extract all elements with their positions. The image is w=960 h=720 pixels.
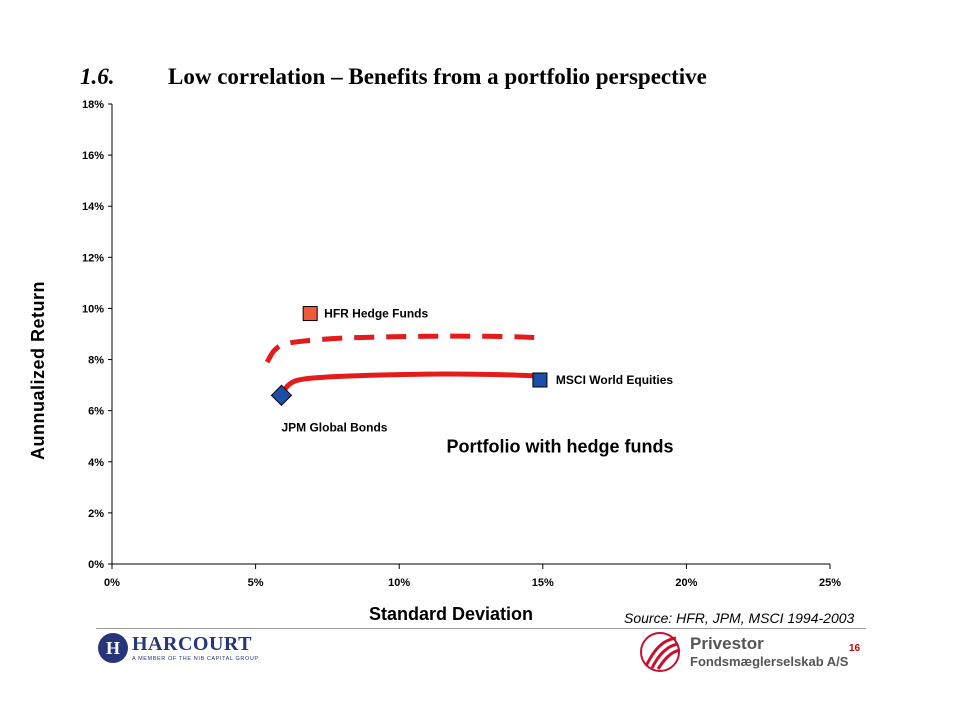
privestor-subtitle: Fondsmæglerselskab A/S [690, 654, 849, 669]
slide-title-text: Low correlation – Benefits from a portfo… [168, 64, 707, 89]
y-tick-label: 2% [88, 508, 104, 520]
hfr-hedge-funds-label: HFR Hedge Funds [324, 307, 428, 321]
source-note: Source: HFR, JPM, MSCI 1994-2003 [624, 610, 855, 626]
y-tick-label: 4% [88, 457, 104, 469]
hfr-hedge-funds-marker [302, 306, 318, 322]
harcourt-mark-icon: H [98, 633, 128, 663]
y-tick-label: 12% [82, 252, 104, 264]
y-tick-label: 18% [82, 99, 104, 111]
msci-world-equities-marker [532, 372, 548, 388]
y-axis-label: Aunnualized Return [28, 281, 48, 460]
privestor-name: Privestor [690, 634, 764, 653]
privestor-logo: Privestor Fondsmæglerselskab A/S [636, 630, 866, 674]
slide-title: 1.6. Low correlation – Benefits from a po… [80, 64, 900, 90]
page-number: 16 [849, 643, 861, 654]
privestor-emblem-icon [640, 632, 681, 672]
y-tick-label: 10% [82, 303, 104, 315]
x-tick-label: 5% [248, 577, 264, 589]
x-tick-label: 10% [388, 577, 410, 589]
x-tick-label: 15% [532, 577, 554, 589]
harcourt-name: HARCOURT [132, 633, 252, 655]
y-tick-label: 0% [88, 559, 104, 571]
jpm-global-bonds-label: JPM Global Bonds [281, 420, 387, 434]
x-axis-label: Standard Deviation [369, 604, 534, 624]
harcourt-tagline: A MEMBER OF THE NIB CAPITAL GROUP [132, 656, 259, 662]
frontier-without-hedge-funds-curve [279, 371, 541, 397]
footer-divider [96, 628, 866, 629]
y-tick-label: 6% [88, 406, 104, 418]
x-tick-label: 25% [819, 577, 841, 589]
x-tick-label: 0% [104, 577, 120, 589]
harcourt-logo: H HARCOURT A MEMBER OF THE NIB CAPITAL G… [98, 633, 258, 665]
x-tick-label: 20% [675, 577, 697, 589]
jpm-global-bonds-marker [270, 384, 293, 407]
y-tick-label: 16% [82, 150, 104, 162]
y-tick-label: 14% [82, 201, 104, 213]
y-tick-label: 8% [88, 355, 104, 367]
portfolio-annotation: Portfolio with hedge funds [447, 436, 674, 456]
frontier-with-hedge-funds-curve [264, 333, 541, 364]
slide-number: 1.6. [80, 64, 115, 89]
msci-world-equities-label: MSCI World Equities [556, 373, 673, 387]
